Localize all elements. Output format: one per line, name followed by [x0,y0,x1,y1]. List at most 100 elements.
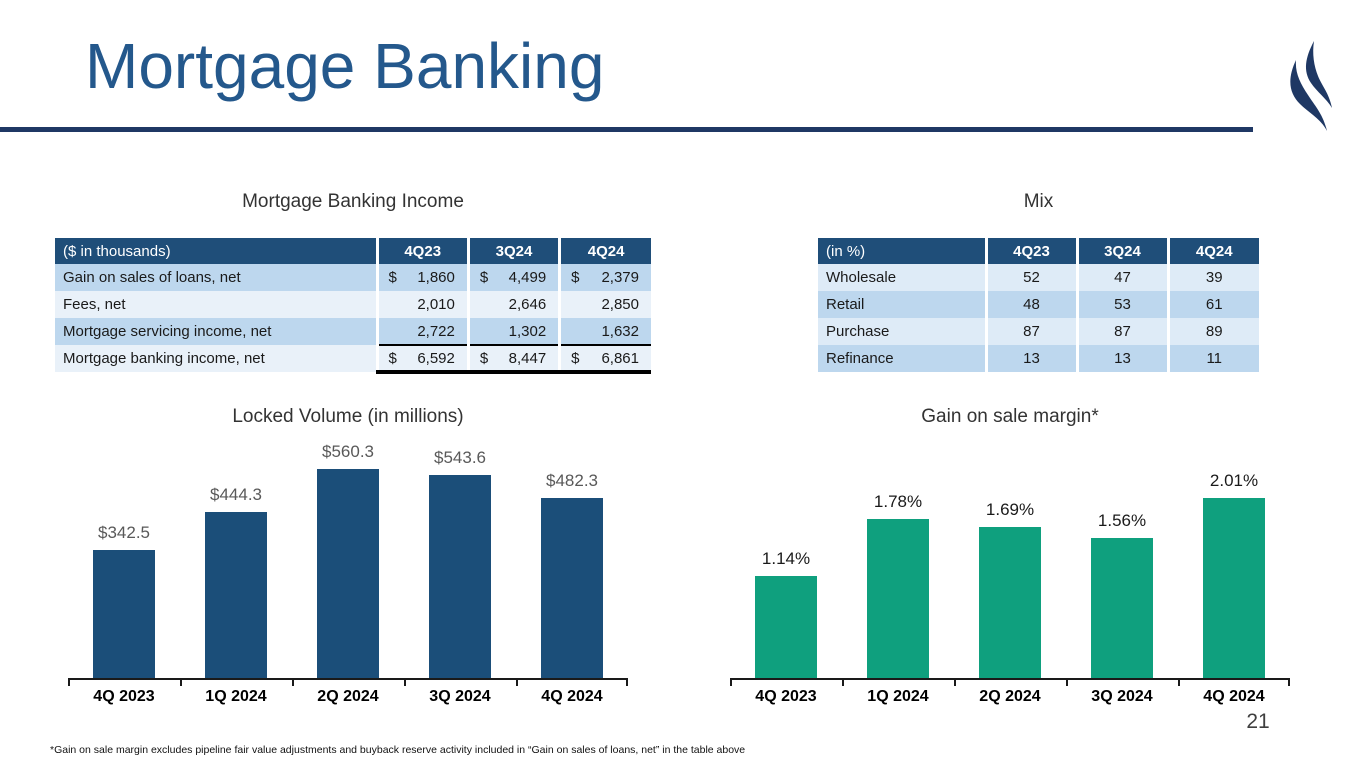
dollar-sign: $ [571,349,580,367]
gain-on-sale-margin-bar-chart: 1.14% 1.78% 1.69% 1.56% 2.01% 4Q 2023 1Q 2024… [730,405,1290,705]
axis-tick [1288,678,1290,686]
bar-value-label: 1.14% [761,549,811,568]
gain-on-sale-margin-chart-title: Gain on sale margin* [921,406,1099,427]
cell-value: 87 [1075,318,1168,345]
row-label: Purchase [818,318,986,345]
table-row: Wholesale 52 47 39 [818,264,1259,291]
cell-value: 89 [1166,318,1259,345]
mix-table: (in %) 4Q23 3Q24 4Q24 Wholesale 52 47 39 Ret… [818,238,1259,372]
axis-tick [180,678,182,686]
bar [979,527,1041,678]
bar-slot: 1.56% [1066,454,1178,678]
bar-slot: $482.3 [516,454,628,678]
cell-value: $4,499 [466,264,560,291]
bar-value-label: 1.56% [1097,511,1147,530]
unit-label: (in %) [818,238,986,264]
bar-value-label: $560.3 [322,442,374,461]
bar-value-label: $342.5 [98,523,150,542]
dollar-sign: $ [479,349,489,367]
bar-slot: 2.01% [1178,454,1290,678]
x-axis-category-label: 2Q 2024 [317,688,379,705]
bar [867,519,929,678]
cell-value: 48 [984,291,1077,318]
column-header-3q24: 3Q24 [1075,238,1168,264]
bar-value-label: 1.69% [985,500,1035,519]
footnote: *Gain on sale margin excludes pipeline f… [50,744,746,756]
cell-value: 2,722 [375,318,469,345]
axis-tick [516,678,518,686]
x-axis-category-label: 4Q 2024 [541,688,603,705]
mortgage-banking-income-table: ($ in thousands) 4Q23 3Q24 4Q24 Gain on … [55,238,651,374]
bar [1091,538,1153,678]
table-row: Retail 48 53 61 [818,291,1259,318]
cell-value: 39 [1166,264,1259,291]
mix-table-title: Mix [1023,191,1054,212]
table-row: Mortgage banking income, net $6,592 $8,447… [55,344,651,374]
x-axis-category-label: 2Q 2024 [979,688,1041,705]
cell-value: 61 [1166,291,1259,318]
x-axis-category-label: 4Q 2023 [755,688,817,705]
cell-value: $2,379 [558,264,651,291]
axis-tick [1178,678,1180,686]
table-row: Gain on sales of loans, net $1,860 $4,499 $… [55,264,651,291]
bar-slot: $560.3 [292,442,404,678]
bar-value-label: $444.3 [210,485,262,504]
bar-slot: $543.6 [404,448,516,678]
company-swoosh-logo-icon [1290,41,1332,131]
axis-tick [404,678,406,686]
x-axis-category-label: 3Q 2024 [1091,688,1153,705]
x-axis-category-label: 1Q 2024 [205,688,267,705]
bar [429,475,491,678]
cell-value: 1,632 [558,318,651,345]
page-number: 21 [1246,710,1270,733]
row-label: Wholesale [818,264,986,291]
cell-value: $6,592 [375,344,469,374]
bar-value-label: 1.78% [873,492,923,511]
locked-volume-chart-title: Locked Volume (in millions) [232,406,464,427]
cell-value: 11 [1166,345,1259,372]
income-table-title: Mortgage Banking Income [242,191,464,212]
title-underline [0,127,1253,132]
cell-value: 47 [1075,264,1168,291]
axis-tick [730,678,732,686]
bar [93,550,155,678]
row-label: Gain on sales of loans, net [55,264,378,291]
cell-value: $1,860 [375,264,469,291]
cell-value: $8,447 [466,344,560,374]
dollar-sign: $ [388,349,397,367]
column-header-4q24: 4Q24 [1166,238,1259,264]
column-header-4q23: 4Q23 [984,238,1077,264]
cell-value: 2,850 [558,291,651,318]
row-label: Fees, net [55,291,378,318]
axis-tick [842,678,844,686]
income-table-body: Gain on sales of loans, net $1,860 $4,499 $… [55,264,651,374]
x-axis-labels: 4Q 2023 1Q 2024 2Q 2024 3Q 2024 4Q 2024 [68,688,628,706]
bar [317,469,379,678]
table-row: Refinance 13 13 11 [818,345,1259,372]
bar-slot: $444.3 [180,454,292,678]
dollar-sign: $ [479,269,489,286]
x-axis-category-label: 1Q 2024 [867,688,929,705]
axis-tick [68,678,70,686]
axis-tick [954,678,956,686]
table-row: Purchase 87 87 89 [818,318,1259,345]
table-header-row: ($ in thousands) 4Q23 3Q24 4Q24 [55,238,651,264]
cell-value: 87 [984,318,1077,345]
axis-tick [1066,678,1068,686]
row-label: Refinance [818,345,986,372]
cell-value: 1,302 [466,318,560,345]
x-axis-category-label: 4Q 2024 [1203,688,1265,705]
bar [1203,498,1265,678]
bar [755,576,817,678]
bar-slot: 1.69% [954,454,1066,678]
table-row: Mortgage servicing income, net 2,722 1,302… [55,318,651,345]
unit-label: ($ in thousands) [55,238,378,264]
column-header-3q24: 3Q24 [466,238,560,264]
mix-table-body: Wholesale 52 47 39 Retail 48 53 61 Purchase 87 87 8… [818,264,1259,372]
page-title: Mortgage Banking [85,30,605,102]
bar [205,512,267,678]
bar-slot: $342.5 [68,454,180,678]
table-row: Fees, net 2,010 2,646 2,850 [55,291,651,318]
bar-value-label: 2.01% [1209,471,1259,490]
